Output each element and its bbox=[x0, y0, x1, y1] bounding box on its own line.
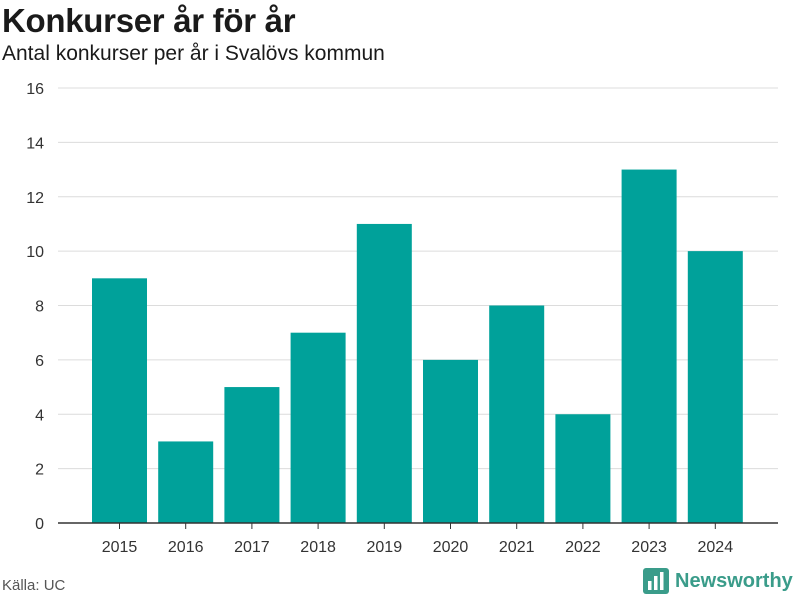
x-tick-label: 2017 bbox=[234, 539, 270, 556]
y-axis-ticks: 0 2 4 6 8 10 12 14 16 bbox=[26, 81, 44, 533]
bar-2023 bbox=[621, 169, 677, 523]
y-tick-label: 0 bbox=[35, 516, 44, 533]
y-tick-label: 4 bbox=[35, 407, 44, 424]
chart-title: Konkurser år för år bbox=[2, 2, 296, 39]
bar-2019 bbox=[356, 223, 412, 523]
y-tick-label: 14 bbox=[26, 135, 44, 152]
chart-subtitle: Antal konkurser per år i Svalövs kommun bbox=[2, 42, 385, 65]
y-tick-label: 6 bbox=[35, 353, 44, 370]
x-axis-ticks: 2015 2016 2017 2018 2019 2020 2021 2022 2023 2024 bbox=[102, 523, 733, 556]
bar-2020 bbox=[423, 359, 478, 523]
x-tick-label: 2016 bbox=[168, 539, 204, 556]
bar-2021 bbox=[489, 305, 545, 523]
bar-2015 bbox=[92, 278, 147, 523]
bar-2022 bbox=[555, 414, 611, 523]
source-note: Källa: UC bbox=[2, 577, 66, 594]
y-tick-label: 12 bbox=[26, 190, 44, 207]
x-tick-label: 2021 bbox=[499, 539, 535, 556]
bar-2018 bbox=[290, 332, 346, 523]
y-tick-label: 8 bbox=[35, 299, 44, 316]
brand-name: Newsworthy bbox=[675, 569, 793, 592]
bar-2024 bbox=[687, 251, 743, 523]
bar-2016 bbox=[158, 441, 214, 523]
bar-chart-logo-icon bbox=[643, 568, 669, 594]
bars bbox=[92, 169, 743, 523]
bar-2017 bbox=[224, 387, 280, 523]
x-tick-label: 2015 bbox=[102, 539, 138, 556]
x-tick-label: 2024 bbox=[698, 539, 734, 556]
newsworthy-logo: Newsworthy bbox=[643, 568, 793, 594]
x-tick-label: 2023 bbox=[631, 539, 667, 556]
x-tick-label: 2018 bbox=[300, 539, 336, 556]
x-tick-label: 2019 bbox=[367, 539, 403, 556]
x-tick-label: 2020 bbox=[433, 539, 469, 556]
y-tick-label: 16 bbox=[26, 81, 44, 98]
y-tick-label: 10 bbox=[26, 244, 44, 261]
y-tick-label: 2 bbox=[35, 462, 44, 479]
x-tick-label: 2022 bbox=[565, 539, 601, 556]
